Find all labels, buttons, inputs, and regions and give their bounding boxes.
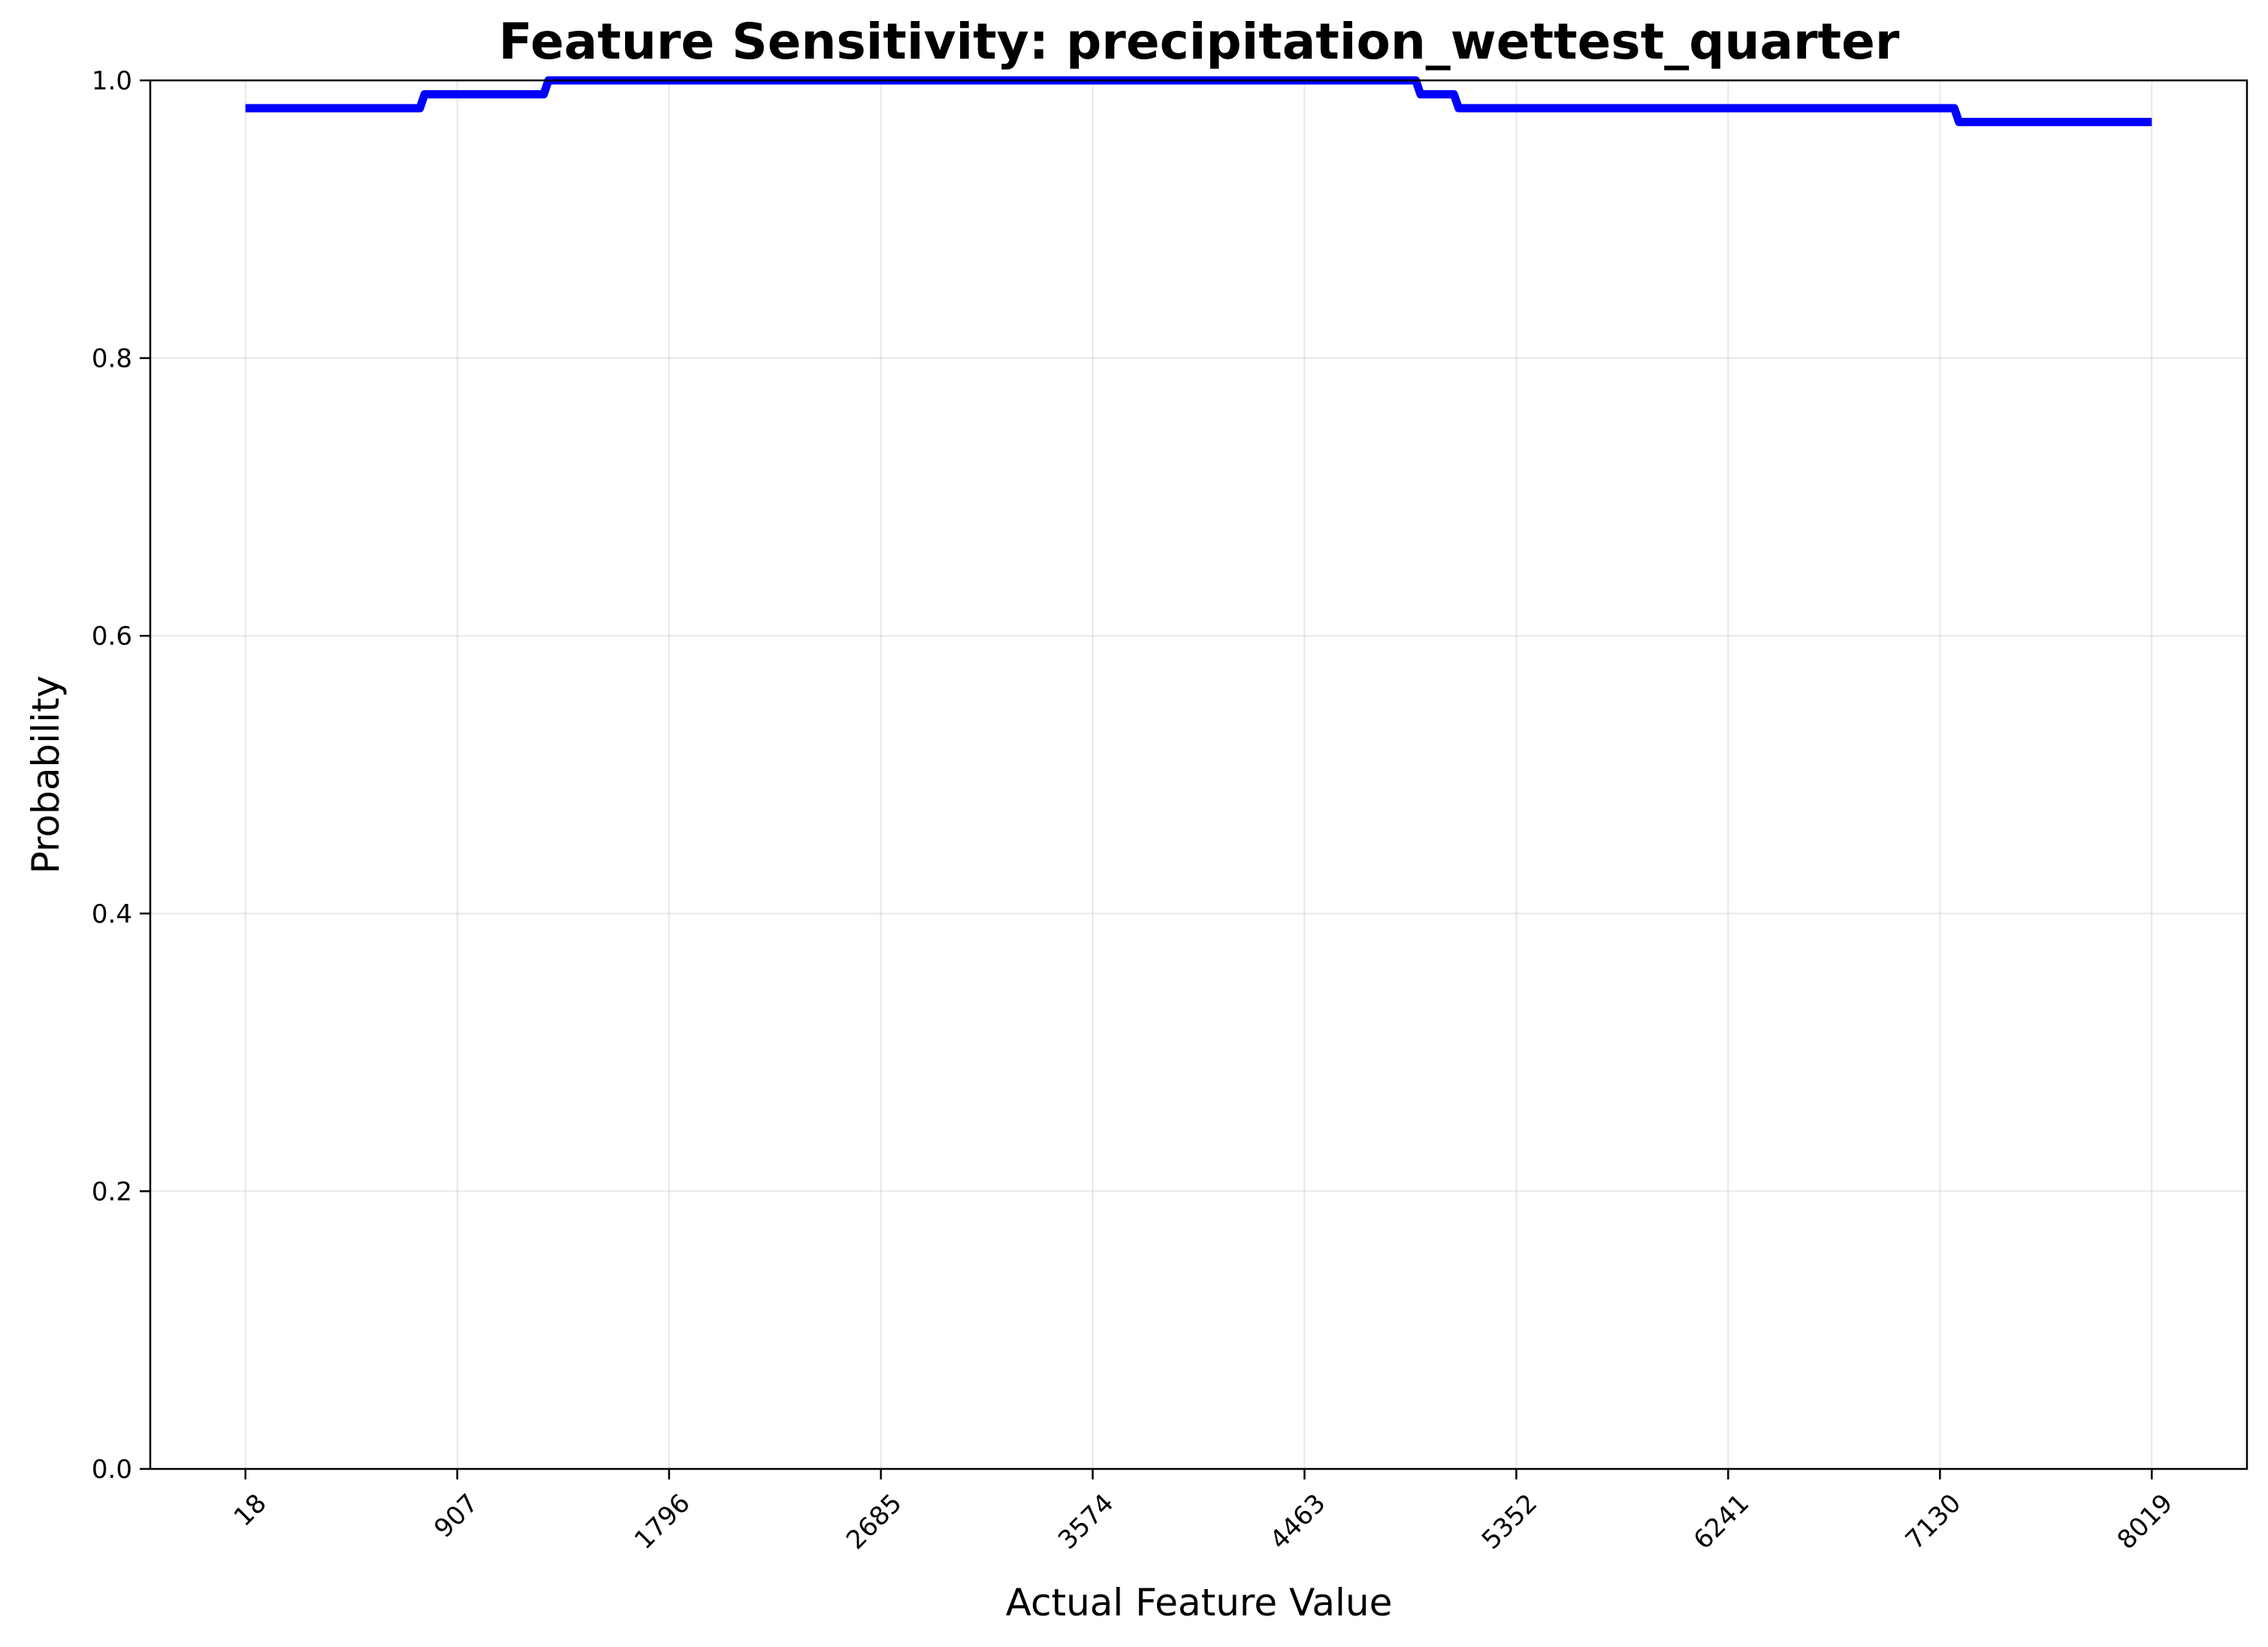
- x-tick-label: 7130: [1900, 1488, 1967, 1555]
- x-tick-label: 6241: [1688, 1488, 1755, 1555]
- x-tick-label: 5352: [1476, 1488, 1543, 1555]
- chart-title: Feature Sensitivity: precipitation_wette…: [499, 13, 1900, 71]
- plot-frame: [149, 79, 2248, 1470]
- x-tick-label: 2685: [841, 1488, 908, 1555]
- y-tick-label: 1.0: [92, 66, 132, 96]
- series-layer: [245, 76, 2152, 126]
- grid-lines: [150, 80, 2247, 1470]
- series-line: [245, 76, 2152, 126]
- y-axis: 0.0 0.2 0.4 0.6 0.8 1.0: [92, 66, 150, 1485]
- x-axis: 18 907 1796 2685 3574 4463 5352 6241 7130 8019: [228, 1469, 2179, 1555]
- x-tick-label: 8019: [2112, 1488, 2179, 1555]
- y-tick-label: 0.2: [92, 1177, 132, 1207]
- y-tick-label: 0.8: [92, 344, 132, 374]
- y-tick-label: 0.4: [92, 899, 132, 929]
- y-tick-label: 0.6: [92, 621, 132, 651]
- x-tick-label: 3574: [1052, 1488, 1119, 1555]
- x-tick-label: 4463: [1264, 1488, 1331, 1555]
- x-tick-label: 907: [428, 1488, 484, 1544]
- x-axis-label: Actual Feature Value: [1006, 1581, 1393, 1624]
- x-tick-label: 18: [228, 1488, 273, 1533]
- y-tick-label: 0.0: [92, 1455, 132, 1485]
- x-tick-label: 1796: [629, 1488, 696, 1555]
- y-axis-label: Probability: [24, 675, 68, 874]
